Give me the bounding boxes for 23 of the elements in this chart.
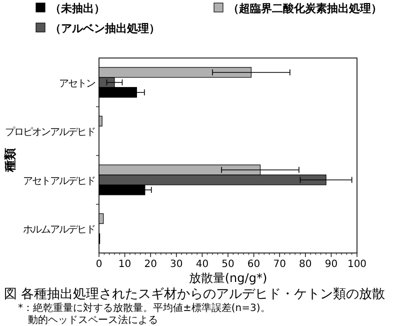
y-tick-label: アセトン: [59, 78, 96, 90]
x-tick-label: 10: [118, 259, 132, 270]
x-tick-label: 20: [144, 259, 157, 270]
text: *：絶乾重量に対する放散量。平均値±標準誤差(n=3)。: [18, 302, 270, 314]
x-axis-title: 放散量(ng/g*): [188, 271, 268, 285]
legend-label: （未抽出）: [50, 2, 105, 15]
x-tick-label: 100: [347, 259, 367, 270]
x-tick-label: 70: [273, 259, 286, 270]
text: 動的ヘッドスペース法による: [28, 314, 158, 326]
y-tick-label: プロピオンアルデヒド: [5, 126, 95, 138]
x-tick-label: 80: [299, 259, 312, 270]
x-tick-label: 0: [96, 259, 102, 270]
x-tick-label: 50: [222, 259, 234, 270]
y-tick-label: ホルムアルデヒド: [23, 224, 95, 236]
y-tick-label: アセトアルデヒド: [23, 176, 95, 187]
x-tick-label: 90: [324, 259, 338, 270]
x-tick-label: 40: [196, 259, 209, 270]
x-tick-label: 60: [247, 259, 260, 270]
legend-label: （アルベン抽出処理）: [50, 22, 160, 35]
text: 図 各種抽出処理されたスギ材からのアルデヒド・ケトン類の放散: [4, 287, 386, 302]
legend-label: （超臨界二酸化炭素抽出処理）: [228, 2, 382, 15]
x-tick-label: 30: [170, 259, 183, 270]
y-axis-title: 種類: [3, 148, 17, 173]
